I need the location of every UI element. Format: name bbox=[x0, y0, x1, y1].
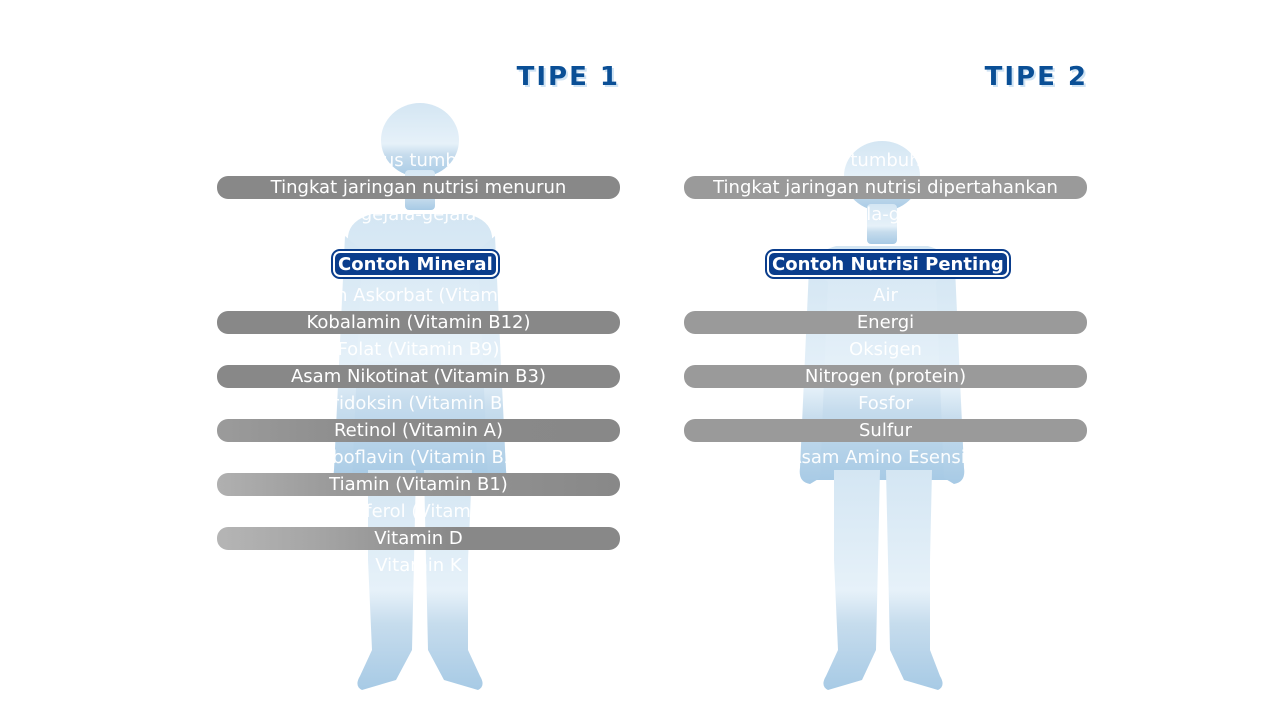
type1-row: Kobalamin (Vitamin B12) bbox=[217, 311, 620, 334]
type1-row: Vitamin K bbox=[375, 555, 462, 576]
type1-row: terus tumbuh bbox=[357, 150, 480, 171]
type2-row: Air bbox=[873, 285, 898, 306]
type1-row: Retinol (Vitamin A) bbox=[217, 419, 620, 442]
type1-row: gejala-gejala bbox=[360, 204, 477, 225]
type2-row: Tingkat jaringan nutrisi dipertahankan bbox=[684, 176, 1087, 199]
type2-row: Asam Amino Esensial bbox=[789, 447, 982, 468]
type1-row: Asam Nikotinat (Vitamin B3) bbox=[217, 365, 620, 388]
type1-heading: Contoh Mineral bbox=[333, 251, 498, 277]
type1-row: Vitamin D bbox=[217, 527, 620, 550]
type1-row: Tokoferol (Vitamin E) bbox=[325, 501, 512, 522]
type2-row: Oksigen bbox=[849, 339, 922, 360]
type1-row: Folat (Vitamin B9) bbox=[337, 339, 500, 360]
type2-row: Nitrogen (protein) bbox=[684, 365, 1087, 388]
type2-title: TIPE 2 bbox=[984, 62, 1088, 92]
type2-row: gejala-gejala bbox=[827, 204, 944, 225]
type1-row: Asam Askorbat (Vitamin C) bbox=[297, 285, 540, 306]
type2-row: Energi bbox=[684, 311, 1087, 334]
type1-title: TIPE 1 bbox=[516, 62, 620, 92]
type2-row: Sulfur bbox=[684, 419, 1087, 442]
figure1-silhouette-icon bbox=[333, 103, 507, 690]
type2-row: tumbuh bbox=[850, 150, 921, 171]
type1-row: Tingkat jaringan nutrisi menurun bbox=[217, 176, 620, 199]
type1-row: Piridoksin (Vitamin B6) bbox=[316, 393, 521, 414]
type2-row: Fosfor bbox=[858, 393, 913, 414]
type1-row: Tiamin (Vitamin B1) bbox=[217, 473, 620, 496]
type1-row: Riboflavin (Vitamin B2) bbox=[314, 447, 523, 468]
type2-heading: Contoh Nutrisi Penting bbox=[767, 251, 1009, 277]
